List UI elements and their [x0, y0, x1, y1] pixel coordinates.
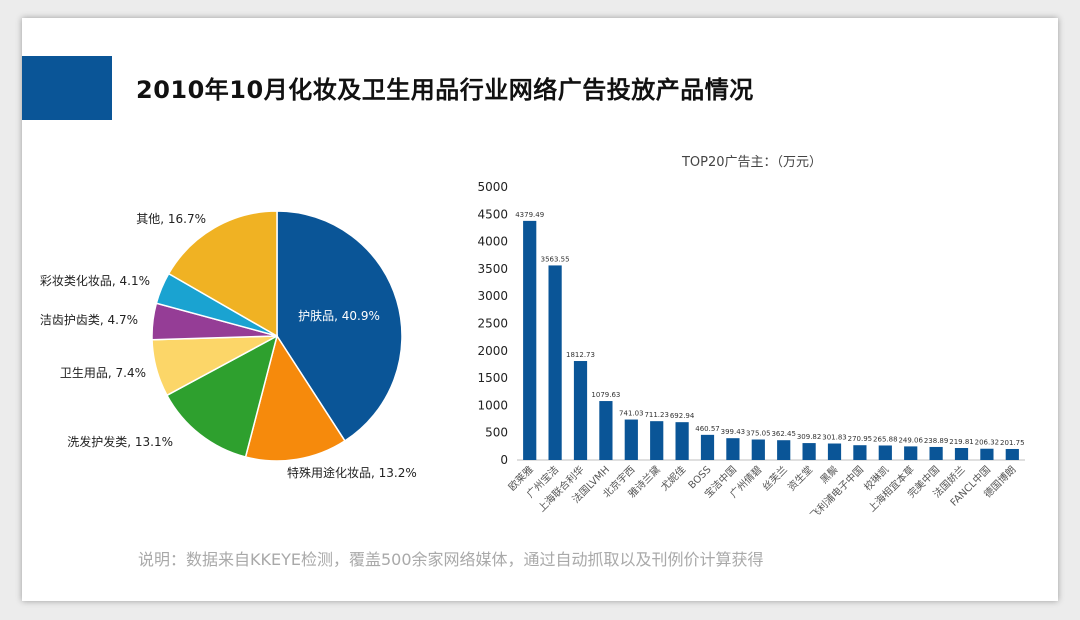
y-tick-label: 500	[485, 426, 508, 440]
bar	[1005, 448, 1019, 460]
bar	[954, 448, 969, 460]
x-category-label: 资生堂	[785, 463, 815, 493]
pie-slice	[167, 210, 278, 338]
bar	[980, 448, 994, 460]
bar	[726, 438, 740, 460]
bar	[650, 421, 664, 460]
bar-value-label: 362.45	[771, 430, 796, 438]
pie-slice-label: 其他, 16.7%	[136, 212, 206, 226]
y-tick-label: 1500	[477, 371, 508, 385]
bar-value-label: 249.06	[898, 436, 923, 444]
bar-value-label: 741.03	[619, 410, 644, 418]
bar-value-label: 238.89	[924, 437, 949, 445]
pie-slice-label: 洗发护发类, 13.1%	[67, 434, 173, 449]
bar-value-label: 692.94	[670, 412, 695, 420]
bar	[675, 422, 689, 460]
y-tick-label: 0	[500, 453, 508, 467]
bar	[904, 446, 918, 460]
x-category-label: 尤妮佳	[658, 463, 688, 493]
bar-value-label: 301.83	[822, 434, 847, 442]
bar-value-label: 265.88	[873, 435, 898, 443]
pie-slice-label: 洁齿护齿类, 4.7%	[40, 313, 138, 327]
bar-value-label: 399.43	[721, 428, 746, 436]
bar-value-label: 711.23	[644, 411, 669, 419]
page-title: 2010年10月化妆及卫生用品行业网络广告投放产品情况	[136, 76, 754, 104]
pie-chart: 护肤品, 40.9% 特殊用途化妆品, 13.2% 洗发护发类, 13.1% 卫生用品…	[40, 210, 417, 480]
bar-chart-title: TOP20广告主：（万元）	[681, 155, 822, 170]
y-tick-label: 3000	[477, 289, 508, 303]
bar-value-label: 375.05	[746, 430, 771, 438]
bar-value-label: 1079.63	[591, 391, 620, 399]
x-category-label: 黑鬃	[817, 463, 840, 486]
bar-value-label: 219.81	[949, 438, 974, 446]
bar-value-label: 4379.49	[515, 211, 544, 219]
bar	[777, 440, 791, 460]
bar	[878, 445, 892, 460]
y-tick-label: 1000	[477, 398, 508, 412]
y-tick-label: 4500	[477, 207, 508, 221]
pie-slice-label: 护肤品, 40.9%	[298, 308, 380, 323]
bar	[523, 220, 537, 460]
bar-value-label: 270.95	[848, 435, 873, 443]
y-tick-label: 3500	[477, 262, 508, 276]
bar	[929, 446, 943, 460]
bar	[599, 401, 613, 460]
bar	[751, 439, 765, 460]
pie-slice-label: 卫生用品, 7.4%	[60, 366, 146, 380]
bar	[700, 434, 715, 460]
pie-slice	[244, 334, 346, 462]
bar	[573, 361, 588, 460]
y-tick-label: 2500	[477, 317, 508, 331]
bar-value-label: 3563.55	[541, 255, 570, 263]
bar-value-label: 460.57	[695, 425, 720, 433]
title-accent-bar	[22, 56, 112, 120]
pie-slice	[165, 334, 279, 458]
bar	[624, 419, 638, 460]
pie-slice-label: 特殊用途化妆品, 13.2%	[287, 465, 417, 480]
pie-slice-label: 彩妆类化妆品, 4.1%	[40, 274, 150, 288]
x-category-label: 丝芙兰	[759, 463, 789, 493]
bar	[802, 443, 816, 460]
bar	[827, 443, 842, 460]
bar-value-label: 309.82	[797, 433, 822, 441]
y-tick-label: 4000	[477, 235, 508, 249]
bar-value-label: 201.75	[1000, 439, 1025, 447]
y-tick-label: 5000	[477, 180, 508, 194]
bar-chart: TOP20广告主：（万元） 0 500 1000 1500 2000 2500 3000 350…	[477, 155, 1025, 522]
bar	[853, 445, 867, 460]
bar	[548, 265, 562, 460]
footnote: 说明：数据来自KKEYE检测，覆盖500余家网络媒体，通过自动抓取以及刊例价计算…	[138, 550, 764, 569]
bar-value-label: 206.32	[975, 439, 1000, 447]
y-tick-label: 2000	[477, 344, 508, 358]
bar-value-label: 1812.73	[566, 351, 595, 359]
